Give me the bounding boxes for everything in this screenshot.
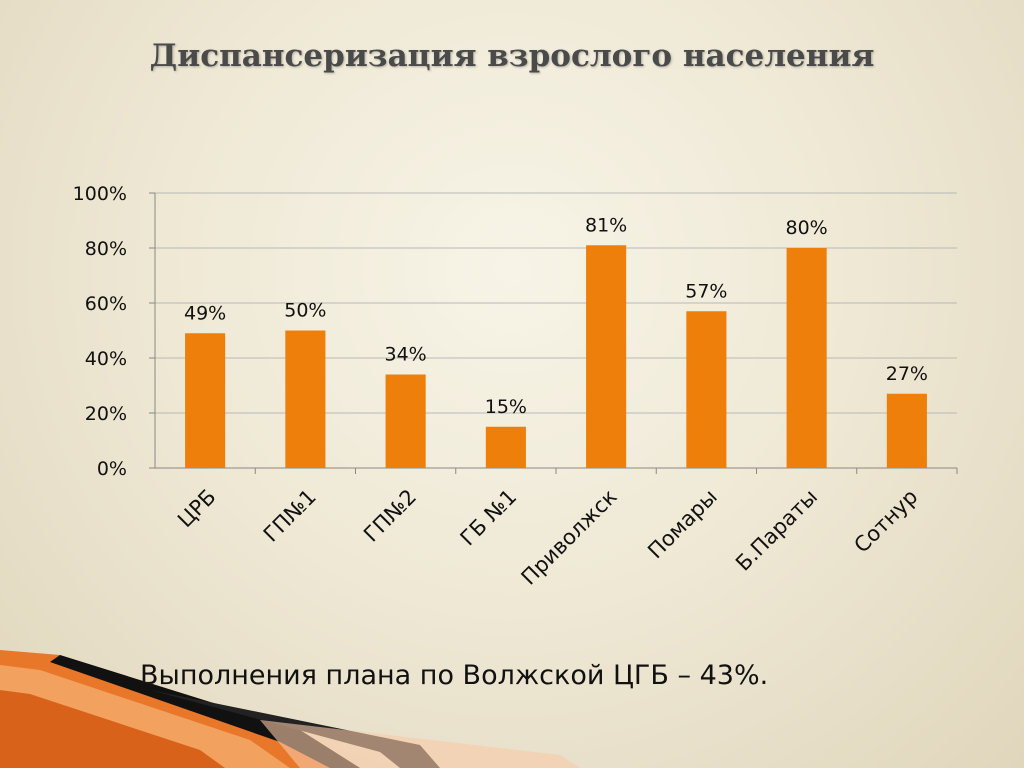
data-label: 15% <box>485 396 527 418</box>
y-tick-label: 40% <box>85 348 127 370</box>
bar <box>886 393 927 468</box>
y-tick-label: 0% <box>97 458 127 480</box>
plan-summary-text: Выполнения плана по Волжской ЦГБ – 43%. <box>140 660 769 691</box>
data-label: 34% <box>385 344 427 366</box>
y-tick-label: 20% <box>85 403 127 425</box>
bar <box>586 245 627 468</box>
bar <box>686 311 727 468</box>
data-label: 27% <box>886 363 928 385</box>
y-tick-label: 60% <box>85 293 127 315</box>
y-tick-label: 100% <box>73 183 127 205</box>
bar <box>786 248 827 468</box>
data-label: 49% <box>184 302 226 324</box>
bar <box>185 333 226 468</box>
data-label: 81% <box>585 214 627 236</box>
data-label: 57% <box>685 280 727 302</box>
bar <box>385 374 426 468</box>
bar <box>485 426 526 468</box>
y-tick-label: 80% <box>85 238 127 260</box>
slide-title: Диспансеризация взрослого населения <box>149 38 875 74</box>
bar-chart: 0%20%40%60%80%100%49%ЦРБ50%ГП№134%ГП№215… <box>73 183 958 590</box>
bar <box>285 330 326 468</box>
data-label: 80% <box>786 217 828 239</box>
data-label: 50% <box>284 300 326 322</box>
